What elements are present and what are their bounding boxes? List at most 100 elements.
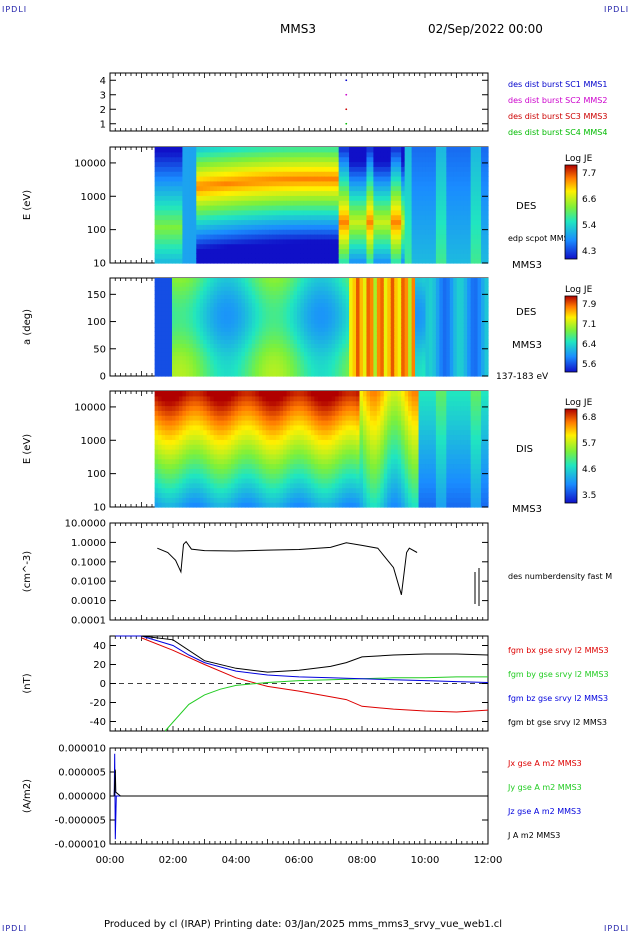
des-spectrogram-cell — [390, 253, 395, 259]
des-spectrogram-cell — [435, 147, 440, 153]
des-pitch-spectrogram-cell — [237, 331, 243, 336]
des-pitch-spectrogram-cell — [342, 347, 347, 353]
des-pitch-spectrogram-cell — [352, 351, 357, 357]
des-spectrogram-cell — [380, 234, 385, 240]
des-pitch-spectrogram-cell — [373, 282, 378, 287]
des-pitch-spectrogram-cell — [310, 286, 315, 291]
des-pitch-spectrogram-cell — [356, 286, 361, 291]
des-spectrogram-cell — [165, 205, 170, 211]
des-spectrogram-cell — [196, 248, 201, 254]
des-pitch-spectrogram-cell — [380, 339, 385, 344]
des-pitch-spectrogram-cell — [227, 351, 232, 357]
des-spectrogram-cell — [484, 180, 489, 187]
des-spectrogram-cell — [241, 156, 246, 163]
des-spectrogram-cell — [425, 229, 430, 235]
des-spectrogram-cell — [244, 185, 249, 192]
des-spectrogram-cell — [175, 238, 180, 245]
des-pitch-spectrogram-cell — [366, 327, 371, 332]
des-spectrogram-cell — [390, 176, 395, 182]
des-pitch-spectrogram-cell — [369, 302, 374, 308]
des-spectrogram-cell — [328, 200, 333, 206]
des-pitch-spectrogram-cell — [338, 314, 343, 320]
des-pitch-spectrogram-cell — [241, 310, 246, 316]
des-pitch-spectrogram-cell — [158, 371, 163, 377]
des-pitch-spectrogram-cell — [234, 363, 239, 369]
des-pitch-spectrogram-cell — [192, 331, 197, 336]
des-pitch-spectrogram-cell — [380, 331, 385, 336]
des-pitch-spectrogram-cell — [178, 306, 183, 312]
des-spectrogram-cell — [286, 253, 291, 259]
des-spectrogram-cell — [251, 253, 256, 259]
des-spectrogram-cell — [217, 156, 222, 163]
des-pitch-spectrogram-cell — [286, 367, 291, 373]
des-spectrogram-cell — [356, 253, 361, 259]
des-spectrogram-cell — [231, 180, 236, 187]
des-spectrogram-cell — [352, 147, 357, 153]
des-pitch-spectrogram-cell — [189, 286, 194, 291]
des-pitch-spectrogram-cell — [154, 290, 159, 295]
des-pitch-spectrogram-cell — [338, 310, 343, 316]
des-pitch-spectrogram-cell — [168, 286, 173, 291]
des-spectrogram-cell — [231, 151, 236, 158]
des-spectrogram-cell — [293, 190, 298, 196]
des-spectrogram-cell — [303, 229, 309, 235]
des-spectrogram-cell — [237, 224, 243, 230]
des-pitch-spectrogram-cell — [255, 331, 260, 336]
des-spectrogram-cell — [428, 238, 434, 245]
des-pitch-spectrogram-cell — [206, 327, 211, 332]
des-pitch-spectrogram-cell — [269, 371, 274, 377]
des-pitch-spectrogram-cell — [352, 310, 357, 316]
des-pitch-spectrogram-cell — [165, 343, 170, 349]
des-spectrogram-cell — [227, 248, 232, 254]
des-spectrogram-cell — [425, 166, 430, 172]
des-pitch-spectrogram-cell — [297, 286, 302, 291]
des-spectrogram-cell — [477, 253, 482, 259]
des-pitch-spectrogram-cell — [165, 318, 170, 324]
des-pitch-spectrogram-cell — [272, 294, 277, 300]
des-pitch-spectrogram-cell — [178, 335, 183, 340]
des-pitch-spectrogram-cell — [335, 339, 340, 344]
des-spectrogram-cell — [356, 248, 361, 254]
des-pitch-spectrogram-cell — [171, 306, 177, 312]
des-spectrogram-cell — [338, 171, 343, 177]
des-spectrogram-cell — [154, 224, 159, 230]
des-pitch-spectrogram-cell — [234, 302, 239, 308]
des-spectrogram-cell — [300, 238, 305, 245]
des-spectrogram-cell — [415, 234, 420, 240]
des-pitch-spectrogram-cell — [328, 367, 333, 373]
des-spectrogram-cell — [241, 229, 246, 235]
des-pitch-spectrogram-cell — [383, 371, 388, 377]
des-spectrogram-cell — [248, 214, 253, 221]
des-pitch-spectrogram-cell — [380, 343, 385, 349]
des-spectrogram-cell — [234, 166, 239, 172]
des-pitch-spectrogram-cell — [227, 290, 232, 295]
des-pitch-spectrogram-cell — [314, 359, 319, 365]
des-pitch-spectrogram-cell — [196, 314, 201, 320]
des-pitch-spectrogram-cell — [359, 363, 364, 369]
des-spectrogram-cell — [366, 224, 371, 230]
des-spectrogram-cell — [182, 166, 187, 172]
des-pitch-spectrogram-cell — [283, 278, 288, 283]
des-pitch-spectrogram-cell — [272, 371, 277, 377]
des-pitch-spectrogram-cell — [324, 363, 329, 369]
des-pitch-spectrogram-cell — [307, 306, 312, 312]
des-spectrogram-cell — [456, 248, 461, 254]
des-pitch-spectrogram-cell — [383, 359, 388, 365]
des-spectrogram-cell — [178, 205, 183, 211]
des-pitch-spectrogram-cell — [369, 318, 374, 324]
des-pitch-spectrogram-cell — [317, 282, 322, 287]
des-spectrogram-cell — [310, 219, 315, 225]
des-spectrogram-cell — [362, 171, 368, 177]
des-pitch-spectrogram-cell — [362, 278, 368, 283]
des-spectrogram-cell — [328, 156, 333, 163]
des-spectrogram-cell — [279, 219, 284, 225]
des-spectrogram-cell — [224, 166, 229, 172]
des-spectrogram-cell — [251, 209, 256, 216]
des-spectrogram-cell — [328, 151, 333, 158]
des-pitch-spectrogram-cell — [328, 322, 333, 328]
des-pitch-spectrogram-cell — [210, 343, 215, 349]
des-spectrogram-cell — [460, 253, 465, 259]
des-spectrogram-cell — [171, 180, 177, 187]
des-spectrogram-cell — [165, 156, 170, 163]
des-pitch-spectrogram-cell — [331, 355, 336, 361]
